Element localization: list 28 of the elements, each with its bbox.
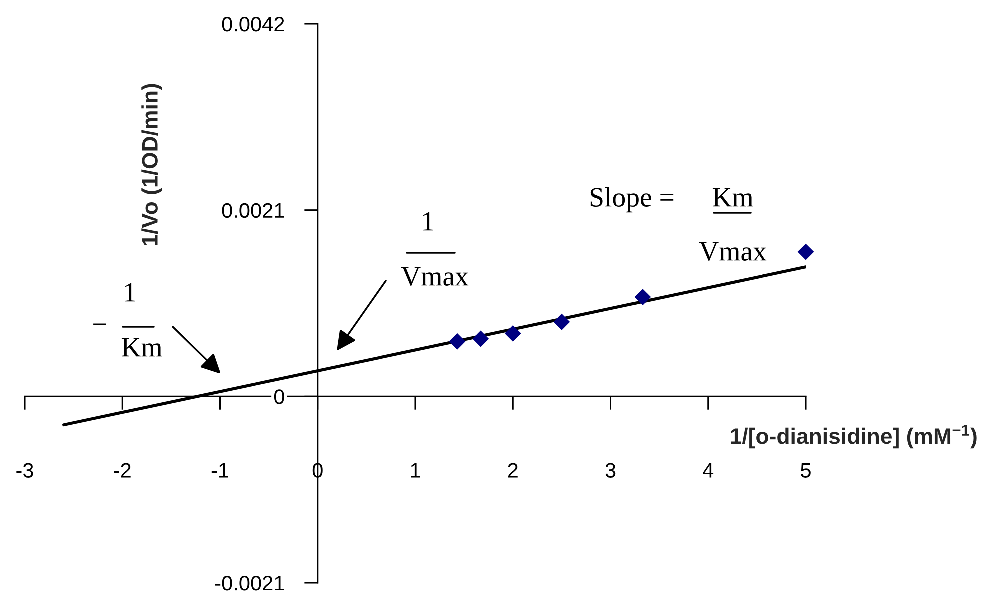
x-tick-label: -2 — [114, 463, 131, 478]
x-tick-label: -1 — [212, 463, 228, 478]
x-tick-label: 4 — [703, 463, 714, 478]
point — [504, 325, 522, 342]
annotation: − — [94, 324, 106, 326]
point — [472, 330, 490, 348]
point — [554, 314, 570, 330]
point — [798, 244, 814, 260]
x-axis-title: 1/[o-dianisidine] (mM$^{−1}$) — [731, 425, 977, 449]
annotation: Vmax — [699, 242, 767, 262]
annotation: 1 — [126, 283, 136, 302]
x-tick-label: 1 — [411, 463, 420, 478]
y-axis-title: 1/Vo (1/OD/min) — [142, 84, 162, 246]
y-tick-label: -0.0021 — [216, 576, 284, 591]
y-tick-label: 0 — [274, 390, 284, 404]
point — [449, 333, 466, 350]
point — [634, 289, 652, 306]
x-tick-label: -3 — [16, 463, 34, 478]
y-tick-label: 0.0042 — [222, 17, 284, 32]
y-tick-label: 0.0021 — [222, 203, 284, 218]
x-tick-label: 2 — [508, 463, 518, 478]
annotation: 1 — [424, 212, 434, 231]
x-tick-label: 5 — [801, 463, 811, 478]
x-tick-label: 3 — [606, 463, 616, 478]
annotation: Slope = — [590, 187, 674, 213]
annotation: Km — [712, 188, 754, 207]
annotation: Vmax — [401, 267, 469, 286]
annotation: Km — [122, 338, 162, 357]
